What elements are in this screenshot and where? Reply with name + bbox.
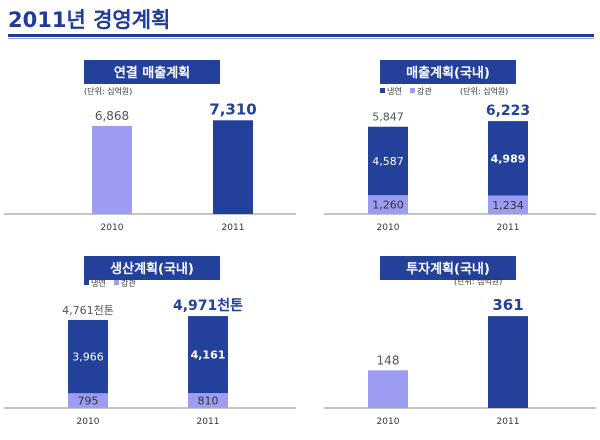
title-underline — [8, 34, 594, 37]
x-tick-label: 2010 — [101, 223, 124, 233]
total-label: 4,761천톤 — [62, 303, 114, 317]
bar-segment — [488, 121, 528, 196]
chart-title: 생산계획(국내) — [110, 261, 194, 277]
chart-domestic-production: 생산계획(국내) 냉연 강관 2010 795 3,966 4,761천톤 2011 810 4,… — [4, 256, 296, 427]
chart-title: 연결 매출계획 — [114, 65, 190, 81]
legend-label: 강관 — [417, 86, 432, 96]
bar — [368, 370, 408, 408]
data-label: 148 — [377, 353, 400, 367]
bar — [92, 125, 132, 214]
chart-title: 매출계획(국내) — [406, 65, 490, 81]
total-label: 4,971천톤 — [173, 298, 243, 314]
total-label: 5,847 — [372, 111, 404, 124]
segment-label: 1,260 — [372, 199, 404, 212]
x-tick-label: 2010 — [377, 223, 400, 233]
bar — [213, 120, 253, 214]
bar-segment — [188, 393, 228, 408]
data-label: 6,868 — [95, 109, 129, 123]
segment-label: 795 — [78, 395, 99, 408]
x-tick-label: 2011 — [497, 223, 520, 233]
legend-swatch — [114, 280, 119, 285]
x-tick-label: 2010 — [377, 417, 400, 427]
bar-segment — [488, 195, 528, 214]
x-tick-label: 2011 — [197, 417, 220, 427]
legend-swatch — [410, 88, 415, 93]
chart-title-box — [84, 256, 220, 280]
bar-segment — [68, 319, 108, 394]
legend-label: 강관 — [121, 278, 136, 288]
bar — [488, 316, 528, 408]
chart-title-box — [380, 60, 516, 84]
bar-segment — [68, 393, 108, 408]
legend-swatch — [84, 280, 89, 285]
bar-segment — [368, 195, 408, 214]
bar-segment — [368, 126, 408, 196]
chart-title: 투자계획(국내) — [406, 261, 490, 277]
segment-label: 4,161 — [191, 349, 226, 362]
data-label: 361 — [492, 296, 523, 314]
unit-note: (단위: 십억원) — [454, 276, 502, 286]
chart-domestic-investment: 투자계획(국내)(단위: 십억원) 2010 148 2011 361 — [324, 256, 596, 427]
segment-label: 4,587 — [372, 155, 404, 168]
segment-label: 4,989 — [491, 152, 526, 165]
title-underline-thin — [8, 38, 594, 39]
unit-note: (단위: 십억원) — [84, 86, 132, 96]
x-tick-label: 2010 — [77, 417, 100, 427]
page-title: 2011년 경영계획 — [8, 8, 171, 32]
segment-label: 1,234 — [492, 199, 524, 212]
bar-segment — [188, 316, 228, 394]
chart-title-box — [84, 60, 220, 84]
legend-label: 냉연 — [387, 86, 402, 96]
unit-note: (단위: 십억원) — [460, 86, 508, 96]
segment-label: 810 — [198, 395, 219, 408]
data-label: 7,310 — [209, 100, 256, 118]
total-label: 6,223 — [486, 103, 530, 119]
chart-domestic-sales: 매출계획(국내) 냉연 강관 (단위: 십억원) 2010 1,260 4,587 5,847… — [324, 60, 596, 233]
chart-title-box — [380, 256, 516, 280]
legend-swatch — [380, 88, 385, 93]
chart-consolidated-sales: 연결 매출계획 (단위: 십억원) 2010 6,868 2011 7,310 — [4, 60, 296, 233]
legend-label: 냉연 — [91, 278, 106, 288]
x-tick-label: 2011 — [497, 417, 520, 427]
segment-label: 3,966 — [72, 351, 104, 364]
x-tick-label: 2011 — [222, 223, 245, 233]
